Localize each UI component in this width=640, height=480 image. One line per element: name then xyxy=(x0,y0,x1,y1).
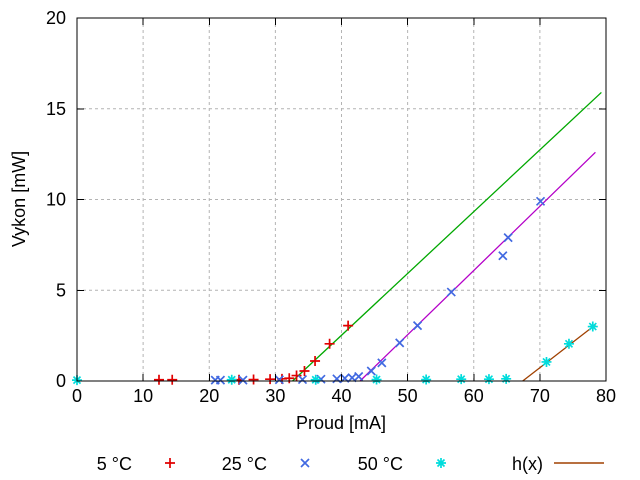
fit-line-fit-5c xyxy=(292,91,602,382)
cross-marker xyxy=(503,233,513,243)
plus-marker xyxy=(248,374,259,385)
plus-marker xyxy=(310,356,321,367)
cross-marker xyxy=(446,287,456,297)
series-temp-50c xyxy=(72,321,598,386)
star-marker xyxy=(310,374,321,385)
legend: 5 °C 25 °C 50 °C h(x) xyxy=(97,454,604,474)
x-tick-label: 70 xyxy=(530,386,550,406)
legend-label: h(x) xyxy=(512,454,543,474)
cross-marker xyxy=(332,374,342,384)
grid-lines xyxy=(77,18,606,381)
cross-marker xyxy=(238,375,248,385)
cross-marker xyxy=(366,366,376,376)
x-tick-label: 0 xyxy=(72,386,82,406)
cross-marker xyxy=(412,321,423,331)
cross-marker xyxy=(395,338,405,348)
cross-marker xyxy=(377,358,387,368)
y-axis-label: Vykon [mW] xyxy=(9,151,29,247)
plus-marker xyxy=(343,320,354,331)
plus-marker xyxy=(265,374,276,385)
cross-marker xyxy=(297,374,308,385)
star-marker xyxy=(371,374,382,385)
star-marker xyxy=(226,374,237,385)
legend-label: 5 °C xyxy=(97,454,132,474)
legend-cross-icon xyxy=(300,458,310,468)
x-tick-label: 10 xyxy=(133,386,153,406)
cross-marker xyxy=(274,375,284,385)
axis-ticks xyxy=(76,17,607,382)
legend-entry: 50 °C xyxy=(358,454,446,474)
fit-line-fit-25c xyxy=(359,151,596,382)
y-tick-label: 10 xyxy=(46,190,66,210)
y-tick-label: 5 xyxy=(56,280,66,300)
cross-marker xyxy=(535,196,546,206)
star-marker xyxy=(483,374,494,385)
plus-marker xyxy=(153,374,164,385)
legend-plus-icon xyxy=(165,458,175,468)
y-tick-label: 15 xyxy=(46,99,66,119)
x-tick-label: 50 xyxy=(398,386,418,406)
star-marker xyxy=(456,374,467,385)
cross-marker xyxy=(215,375,226,385)
tick-labels: 0 10 20 30 40 50 60 70 80 0 5 10 15 20 xyxy=(46,8,616,406)
x-axis-label: Proud [mA] xyxy=(296,413,386,433)
data-series xyxy=(72,91,602,386)
cross-marker xyxy=(498,251,508,261)
x-tick-label: 60 xyxy=(464,386,484,406)
legend-entry: h(x) xyxy=(512,454,604,474)
x-tick-label: 80 xyxy=(596,386,616,406)
legend-label: 25 °C xyxy=(222,454,267,474)
fit-line-h-fit xyxy=(522,324,596,382)
plus-marker xyxy=(299,366,310,377)
x-tick-label: 40 xyxy=(331,386,351,406)
plus-marker xyxy=(291,370,302,381)
x-tick-label: 30 xyxy=(265,386,285,406)
legend-entry: 25 °C xyxy=(222,454,310,474)
star-marker xyxy=(541,356,552,367)
y-tick-label: 0 xyxy=(56,371,66,391)
legend-label: 50 °C xyxy=(358,454,403,474)
plus-marker xyxy=(324,338,335,349)
star-marker xyxy=(587,321,598,332)
series-temp-25c xyxy=(210,196,546,385)
star-marker xyxy=(563,338,574,349)
legend-star-icon xyxy=(436,458,446,468)
legend-entry: 5 °C xyxy=(97,454,175,474)
cross-marker xyxy=(354,371,364,382)
y-tick-label: 20 xyxy=(46,8,66,28)
star-marker xyxy=(421,374,432,385)
x-tick-label: 20 xyxy=(199,386,219,406)
plus-marker xyxy=(167,374,178,385)
star-marker xyxy=(501,373,512,384)
plus-marker xyxy=(284,373,295,384)
